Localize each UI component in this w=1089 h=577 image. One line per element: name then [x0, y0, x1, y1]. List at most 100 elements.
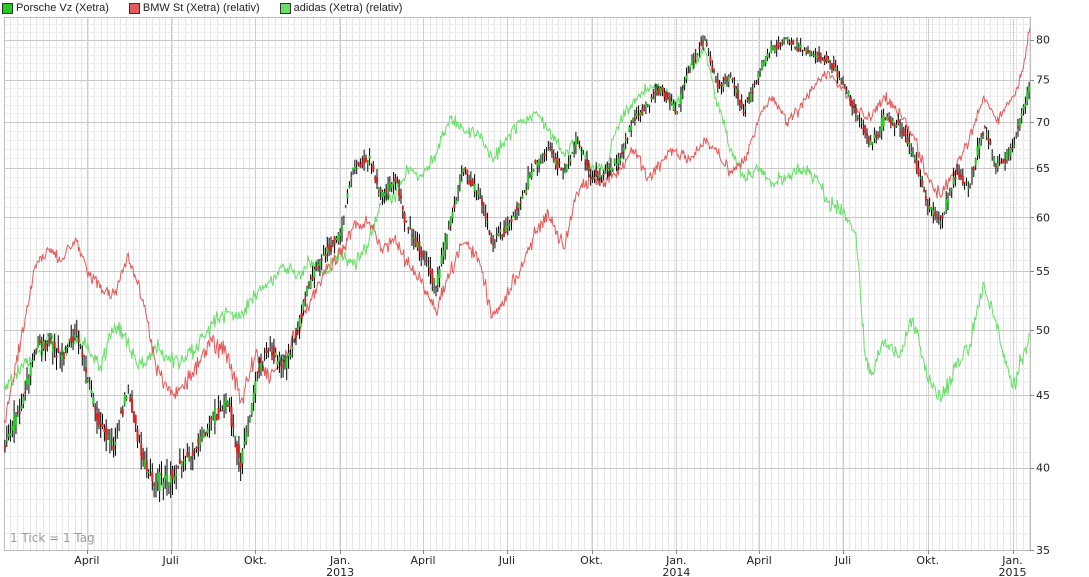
candle-body: [213, 407, 216, 423]
candle-body: [632, 117, 634, 122]
candle-body: [576, 140, 579, 142]
candle-body: [967, 187, 970, 189]
candle-body: [954, 177, 957, 180]
candle-body: [985, 133, 988, 136]
candle-body: [755, 81, 758, 83]
candle-body: [396, 182, 399, 184]
candle-body: [59, 355, 62, 357]
candle-body: [7, 433, 10, 437]
candle-body: [582, 153, 585, 155]
candle-body: [917, 167, 920, 176]
candle-body: [906, 137, 909, 145]
candle-body: [420, 251, 423, 258]
candle-body: [849, 97, 852, 105]
candle-body: [81, 351, 84, 357]
candle-body: [9, 433, 12, 436]
candle-body: [495, 234, 498, 236]
y-tick-label: 80: [1036, 34, 1050, 47]
candle-body: [206, 428, 209, 434]
candle-body: [956, 172, 959, 174]
candle-body: [860, 121, 863, 123]
candle-body: [379, 189, 382, 191]
candle-body: [488, 230, 491, 234]
candle-body: [184, 461, 187, 464]
candle-body: [455, 200, 458, 204]
candle-body: [790, 41, 793, 45]
candle-body: [160, 474, 163, 476]
candle-body: [475, 192, 478, 194]
candle-body: [348, 185, 351, 188]
candle-body: [525, 190, 528, 194]
candle-body: [33, 353, 36, 355]
candle-body: [714, 79, 717, 82]
candle-body: [801, 52, 804, 54]
candle-body: [836, 70, 839, 78]
candle-body: [1007, 153, 1010, 154]
candle-body: [481, 199, 483, 206]
candle-body: [919, 177, 922, 179]
candle-body: [458, 179, 461, 185]
candle-body: [753, 82, 756, 84]
candle-body: [947, 198, 949, 203]
candle-body: [300, 313, 303, 319]
legend-swatch-bmw: [128, 2, 140, 14]
candle-body: [366, 160, 369, 164]
candle-body: [821, 57, 824, 59]
y-tick-label: 35: [1036, 544, 1050, 557]
legend-label-bmw: BMW St (Xetra) (relativ): [142, 2, 260, 14]
candle-body: [105, 426, 108, 441]
candle-body: [864, 125, 867, 134]
candle-body: [147, 472, 150, 473]
candle-body: [344, 206, 347, 208]
candle-body: [831, 63, 833, 70]
candle-body: [796, 44, 798, 47]
candle-body: [260, 363, 262, 372]
candle-body: [982, 133, 984, 136]
candle-body: [326, 247, 329, 253]
candle-body: [234, 436, 237, 438]
candle-body: [768, 56, 771, 58]
candle-body: [444, 241, 447, 250]
candle-body: [1028, 86, 1031, 92]
candle-body: [726, 78, 728, 80]
candle-body: [449, 217, 452, 226]
candle-body: [945, 199, 948, 211]
candle-body: [173, 476, 176, 481]
candle-body: [823, 59, 826, 63]
candle-body: [132, 411, 135, 422]
candle-body: [700, 43, 703, 46]
candle-body: [1004, 159, 1007, 162]
candle-body: [166, 473, 168, 481]
candle-body: [298, 317, 301, 327]
candle-body: [958, 171, 961, 178]
candle-body: [252, 392, 255, 402]
y-tick-label: 40: [1036, 462, 1050, 475]
candle-body: [1020, 113, 1023, 116]
candle-body: [816, 55, 819, 59]
candle-body: [265, 350, 268, 353]
candle-body: [280, 363, 283, 367]
candle-body: [70, 336, 73, 342]
candle-body: [691, 59, 693, 65]
candle-body: [97, 412, 100, 426]
candle-body: [792, 40, 795, 44]
candle-body: [68, 339, 71, 342]
candle-body: [834, 67, 837, 71]
candle-body: [208, 423, 211, 425]
candle-body: [749, 94, 752, 101]
candle-body: [230, 406, 233, 426]
series-candles-porsche: [3, 35, 1031, 502]
candle-body: [18, 411, 21, 414]
candle-body: [112, 445, 115, 450]
candle-body: [162, 482, 165, 488]
candle-body: [799, 44, 802, 48]
candle-body: [289, 354, 292, 357]
candle-body: [287, 353, 290, 357]
x-tick-year: 2014: [662, 566, 690, 577]
candle-body: [285, 356, 288, 368]
candle-body: [670, 101, 673, 105]
candle-body: [709, 56, 712, 63]
candle-body: [142, 453, 145, 460]
candle-body: [73, 334, 76, 338]
candle-body: [952, 177, 955, 185]
